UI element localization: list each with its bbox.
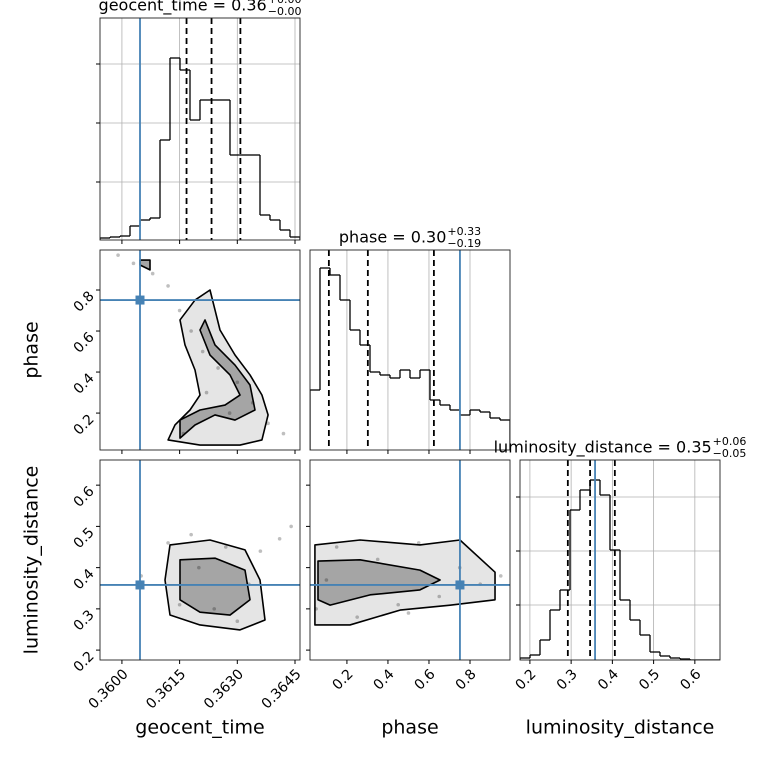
sample-point [204,390,209,395]
panel-frame [309,459,511,661]
sample-point [116,253,120,257]
sample-point [437,594,442,599]
title-lower: −0.05 [713,447,747,460]
y-tick-label: 0.3 [71,607,98,634]
sample-point [223,545,228,549]
sample-point [375,557,380,562]
x-tick-label: 0.2 [330,666,357,693]
y-tick-label: 0.5 [71,525,98,552]
panel-title: luminosity_distance = 0.35 +0.06−0.05 [494,435,747,460]
x-tick-label: 0.3 [554,666,581,693]
x-tick-label: 0.5 [636,666,663,693]
title-upper: +0.33 [447,225,481,238]
sample-point [166,284,170,288]
x-axis-label: luminosity_distance [526,717,715,739]
x-tick-label: 0.3615 [143,666,189,712]
x-tick-label: 0.2 [512,666,539,693]
sample-point [189,532,193,537]
x-tick-label: 0.4 [371,666,398,693]
sample-point [216,366,220,370]
x-tick-label: 0.8 [453,666,480,693]
sample-point [131,261,136,266]
panel-frame [309,249,511,451]
sample-point [212,607,217,611]
sample-point [266,421,270,426]
y-axis-label: phase [21,321,43,378]
sample-point [150,271,155,276]
sample-point [289,524,293,529]
y-tick-label: 0.2 [71,648,98,675]
contour [314,539,496,626]
sample-point [281,431,286,436]
contour [167,289,269,446]
sample-point [277,536,282,541]
panel [100,460,300,660]
sample-point [177,602,182,607]
panel-frame [99,17,301,241]
y-tick-label: 0.8 [71,288,98,315]
sample-point [334,545,339,549]
contour [179,557,251,616]
x-axis-label: geocent_time [135,717,264,739]
panel-frame [99,459,301,661]
sample-point [235,619,240,624]
title-text: luminosity_distance = 0.35 [494,438,712,458]
sample-point [189,329,193,333]
y-tick-label: 0.6 [71,329,98,356]
sample-point [177,308,182,313]
x-tick-label: 0.6 [677,666,704,693]
truth-marker [135,295,145,305]
y-axis-label: luminosity_distance [21,466,43,655]
sample-point [396,602,401,607]
panel-title: phase = 0.30 +0.33−0.19 [339,225,481,250]
title-lower: −0.19 [447,237,481,250]
y-tick-label: 0.4 [71,370,98,397]
title-upper: +0.06 [713,435,747,448]
x-tick-label: 0.6 [412,666,439,693]
sample-point [235,380,240,385]
panel-title: geocent_time = 0.36+0.00−0.00 [99,0,302,18]
truth-marker [455,580,465,590]
sample-point [200,349,205,354]
x-axis-label: phase [381,717,438,739]
panel [310,250,510,450]
panel [310,460,510,660]
title-text: geocent_time = 0.36 [99,0,267,16]
truth-marker [135,580,145,590]
y-tick-label: 0.6 [71,483,98,510]
contour [317,558,441,606]
panel-frame [99,249,301,451]
x-tick-label: 0.3630 [201,666,247,712]
sample-point [324,578,329,582]
x-tick-label: 0.3600 [86,666,132,712]
sample-point [355,615,359,619]
y-tick-label: 0.4 [71,566,98,593]
panel [100,18,300,240]
title-text: phase = 0.30 [339,228,446,247]
x-tick-label: 0.4 [595,666,622,693]
y-tick-label: 0.2 [71,411,98,438]
x-tick-label: 0.3645 [259,666,305,712]
title-lower: −0.00 [268,5,302,18]
contour [139,259,151,271]
sample-point [197,565,201,570]
title-upper: +0.00 [268,0,302,6]
sample-point [416,541,421,545]
sample-point [227,411,232,415]
sample-point [166,541,170,545]
panel-frame [519,459,721,661]
contour [179,319,256,439]
sample-point [498,574,503,578]
panel [100,250,300,450]
panel [520,460,720,660]
sample-point [406,611,411,615]
sample-point [258,549,263,553]
